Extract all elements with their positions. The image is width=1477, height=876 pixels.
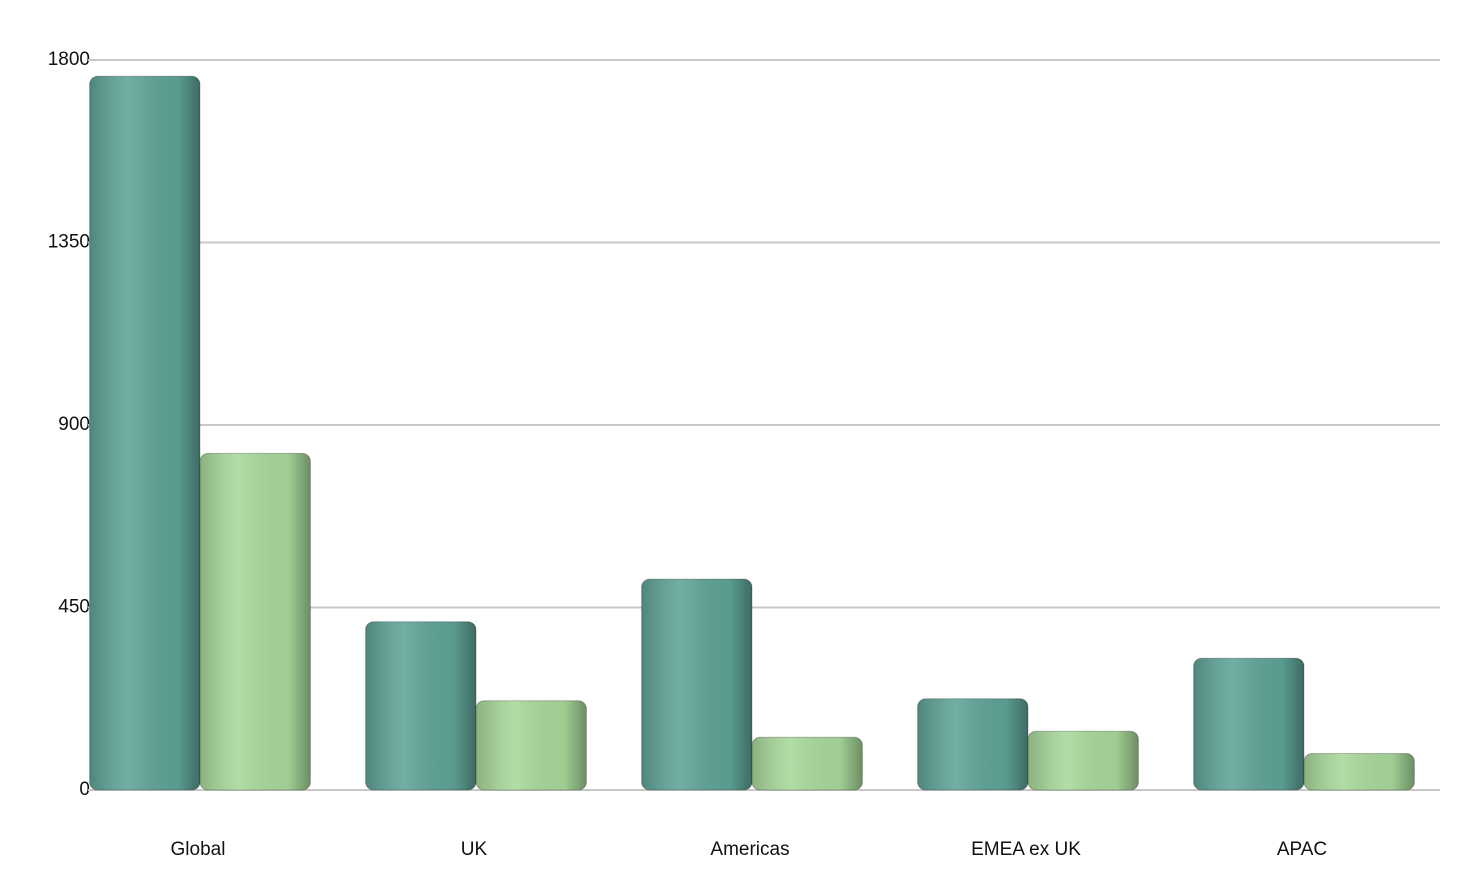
y-tick-label: 1800	[48, 49, 90, 70]
bar	[751, 736, 863, 791]
bar	[1193, 657, 1305, 791]
x-tick-label: Global	[171, 839, 226, 860]
y-tick-label: 900	[58, 414, 90, 435]
bar	[1303, 753, 1415, 791]
x-tick-label: UK	[461, 839, 488, 860]
y-tick-label: 450	[58, 597, 90, 618]
x-tick-label: APAC	[1277, 839, 1327, 860]
y-tick-label: 1350	[48, 232, 90, 253]
y-tick-label: 0	[79, 779, 90, 800]
x-tick-label: Americas	[710, 839, 789, 860]
bar	[475, 700, 587, 791]
bar	[641, 578, 753, 791]
bar	[199, 452, 311, 791]
bar	[365, 621, 477, 791]
bar	[89, 75, 201, 791]
x-tick-label: EMEA ex UK	[971, 839, 1081, 860]
bar	[1027, 730, 1139, 791]
bar	[917, 698, 1029, 791]
